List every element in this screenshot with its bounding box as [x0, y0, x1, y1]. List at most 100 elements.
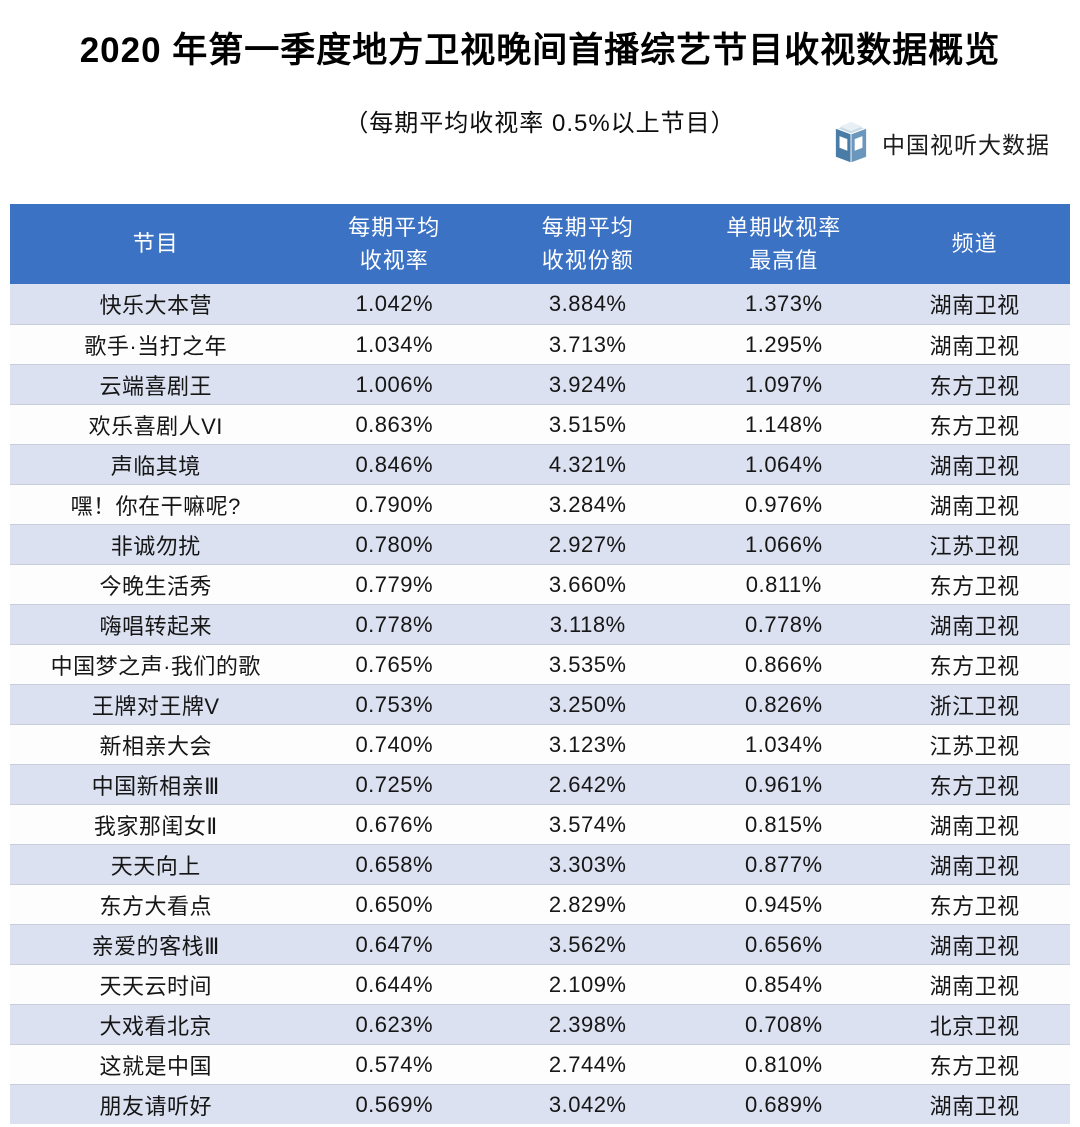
avg-share-value: 4.321%: [548, 451, 627, 477]
column-header-label: 每期平均: [348, 214, 441, 240]
avg-rating-value: 0.676%: [355, 811, 434, 837]
channel-name: 江苏卫视: [929, 533, 1020, 559]
avg-rating-value: 0.650%: [355, 891, 434, 917]
avg-rating-value: 1.006%: [355, 371, 434, 397]
program-name: 歌手·当打之年: [84, 333, 228, 359]
channel-name: 湖南卫视: [929, 293, 1020, 318]
table-body: 快乐大本营 1.042% 3.884% 1.373% 湖南卫视 歌手·当打之年 …: [10, 284, 1070, 1124]
max-rating-value: 1.066%: [744, 531, 823, 557]
column-header-label: 收视份额: [541, 247, 634, 273]
max-rating-value: 0.778%: [744, 611, 823, 637]
max-rating-value: 0.656%: [744, 931, 823, 957]
program-name: 王牌对王牌V: [91, 693, 220, 719]
avg-share-value: 3.713%: [548, 331, 627, 357]
program-name: 东方大看点: [99, 893, 212, 919]
max-rating-value: 0.961%: [744, 771, 823, 797]
program-name: 大戏看北京: [99, 1013, 212, 1039]
avg-rating-value: 0.778%: [355, 611, 434, 637]
table-row: 声临其境 0.846% 4.321% 1.064% 湖南卫视: [10, 444, 1070, 484]
table-row: 王牌对王牌V 0.753% 3.250% 0.826% 浙江卫视: [10, 684, 1070, 724]
program-name: 声临其境: [110, 453, 201, 479]
table-row: 新相亲大会 0.740% 3.123% 1.034% 江苏卫视: [10, 724, 1070, 764]
avg-share-value: 3.535%: [548, 651, 627, 677]
avg-rating-value: 0.574%: [355, 1051, 434, 1077]
avg-rating-value: 0.765%: [355, 651, 434, 677]
column-header-label: 频道: [951, 231, 998, 256]
avg-share-value: 3.303%: [548, 851, 627, 877]
page-title: 2020 年第一季度地方卫视晚间首播综艺节目收视数据概览: [79, 31, 1001, 70]
column-header-avg-share: 每期平均 收视份额: [487, 204, 688, 284]
avg-rating-value: 0.647%: [355, 931, 434, 957]
program-name: 天天云时间: [99, 973, 212, 999]
table-row: 今晚生活秀 0.779% 3.660% 0.811% 东方卫视: [10, 564, 1070, 604]
program-name: 亲爱的客栈Ⅲ: [91, 933, 220, 959]
channel-name: 东方卫视: [929, 1053, 1020, 1079]
open-book-cube-icon: [835, 121, 867, 163]
column-header-label: 收视率: [359, 247, 429, 273]
avg-share-value: 3.660%: [548, 571, 627, 597]
avg-rating-value: 0.779%: [355, 571, 434, 597]
program-name: 中国新相亲Ⅲ: [91, 773, 220, 799]
channel-name: 东方卫视: [929, 653, 1020, 679]
channel-name: 湖南卫视: [929, 333, 1020, 359]
column-header-label: 单期收视率: [726, 214, 842, 240]
max-rating-value: 1.373%: [744, 291, 823, 316]
avg-rating-value: 0.846%: [355, 451, 434, 477]
brand-name: 中国视听大数据: [882, 132, 1050, 158]
max-rating-value: 0.810%: [744, 1051, 823, 1077]
program-name: 快乐大本营: [99, 293, 212, 318]
max-rating-value: 0.708%: [744, 1011, 823, 1037]
table-row: 非诚勿扰 0.780% 2.927% 1.066% 江苏卫视: [10, 524, 1070, 564]
avg-rating-value: 0.740%: [355, 731, 434, 757]
avg-share-value: 2.642%: [548, 771, 627, 797]
table-row: 东方大看点 0.650% 2.829% 0.945% 东方卫视: [10, 884, 1070, 924]
column-header-program: 节目: [10, 204, 302, 284]
avg-share-value: 3.118%: [549, 611, 626, 637]
max-rating-value: 0.854%: [744, 971, 823, 997]
column-header-label: 每期平均: [541, 214, 634, 240]
program-name: 朋友请听好: [99, 1093, 212, 1119]
table-row: 大戏看北京 0.623% 2.398% 0.708% 北京卫视: [10, 1004, 1070, 1044]
avg-rating-value: 0.644%: [355, 971, 434, 997]
avg-rating-value: 1.034%: [355, 331, 434, 357]
table-row: 欢乐喜剧人VI 0.863% 3.515% 1.148% 东方卫视: [10, 404, 1070, 444]
avg-share-value: 2.744%: [548, 1051, 627, 1077]
column-header-avg-rating: 每期平均 收视率: [302, 204, 488, 284]
avg-share-value: 2.927%: [548, 531, 627, 557]
table-header-row: 节目 每期平均 收视率 每期平均 收视份额 单期收视率 最高值 频道: [10, 204, 1070, 284]
avg-share-value: 3.042%: [548, 1091, 627, 1117]
max-rating-value: 0.689%: [744, 1091, 823, 1117]
table-row: 中国新相亲Ⅲ 0.725% 2.642% 0.961% 东方卫视: [10, 764, 1070, 804]
channel-name: 湖南卫视: [929, 1093, 1020, 1119]
max-rating-value: 0.811%: [745, 571, 822, 597]
avg-share-value: 3.284%: [548, 491, 627, 517]
column-header-label: 节目: [132, 231, 179, 256]
table-row: 云端喜剧王 1.006% 3.924% 1.097% 东方卫视: [10, 364, 1070, 404]
program-name: 今晚生活秀: [99, 573, 212, 599]
brand-logo: 中国视听大数据: [829, 120, 1050, 166]
channel-name: 湖南卫视: [929, 853, 1020, 879]
program-name: 非诚勿扰: [110, 533, 201, 559]
max-rating-value: 1.148%: [744, 411, 823, 437]
avg-share-value: 2.398%: [548, 1011, 627, 1037]
channel-name: 湖南卫视: [929, 973, 1020, 999]
column-header-channel: 频道: [879, 204, 1070, 284]
table-row: 中国梦之声·我们的歌 0.765% 3.535% 0.866% 东方卫视: [10, 644, 1070, 684]
avg-share-value: 2.829%: [548, 891, 627, 917]
program-name: 新相亲大会: [99, 733, 212, 759]
channel-name: 浙江卫视: [929, 693, 1020, 719]
channel-name: 东方卫视: [929, 773, 1020, 799]
avg-rating-value: 1.042%: [355, 291, 434, 316]
avg-share-value: 3.123%: [548, 731, 627, 757]
column-header-max-rating: 单期收视率 最高值: [688, 204, 879, 284]
avg-rating-value: 0.623%: [355, 1011, 434, 1037]
program-name: 欢乐喜剧人VI: [88, 413, 223, 439]
channel-name: 东方卫视: [929, 413, 1020, 439]
channel-name: 湖南卫视: [929, 933, 1020, 959]
channel-name: 湖南卫视: [929, 613, 1020, 639]
avg-share-value: 3.884%: [548, 291, 627, 316]
page-subtitle: （每期平均收视率 0.5%以上节目）: [344, 110, 736, 137]
avg-share-value: 3.562%: [548, 931, 627, 957]
channel-name: 湖南卫视: [929, 493, 1020, 519]
max-rating-value: 0.976%: [744, 491, 823, 517]
